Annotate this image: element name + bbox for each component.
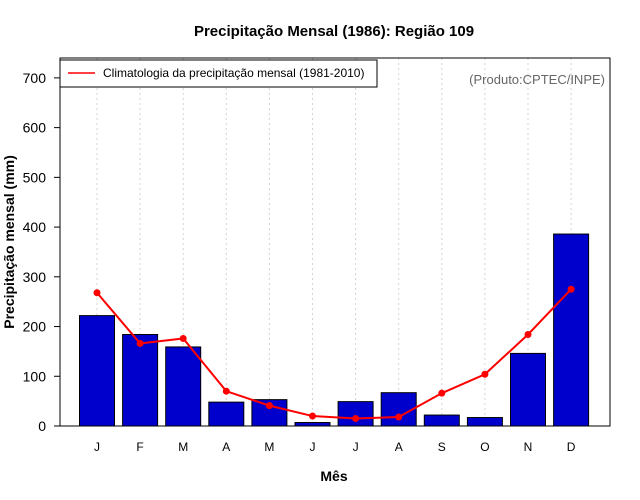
bar-f-2 <box>122 333 159 427</box>
y-tick-label: 100 <box>23 368 47 384</box>
x-axis-title: Mês <box>320 468 347 484</box>
credit-text: (Produto:CPTEC/INPE) <box>469 72 605 87</box>
climatology-point <box>481 370 489 378</box>
y-axis: 0 100 200 300 400 500 600 700 <box>23 70 60 434</box>
y-tick-label: 400 <box>23 219 47 235</box>
climatology-point <box>179 334 187 342</box>
climatology-point <box>93 289 101 297</box>
x-tick-label: D <box>567 440 576 454</box>
x-tick-label: M <box>264 440 274 454</box>
y-tick-label: 300 <box>23 269 47 285</box>
bar-s-9 <box>423 414 460 427</box>
y-tick-label: 600 <box>23 120 47 136</box>
legend: Climatologia da precipitação mensal (198… <box>59 59 378 88</box>
legend-box <box>59 59 378 88</box>
climatology-point <box>524 330 532 338</box>
bars-group <box>79 233 590 427</box>
bar-o-10 <box>466 417 503 427</box>
bar-j-6 <box>294 422 331 427</box>
climatology-line <box>96 288 572 420</box>
x-tick-label: S <box>438 440 446 454</box>
bar-a-4 <box>208 401 245 427</box>
x-tick-label: M <box>178 440 188 454</box>
chart-title: Precipitação Mensal (1986): Região 109 <box>194 23 474 40</box>
x-tick-label: A <box>222 440 230 454</box>
y-tick-label: 500 <box>23 169 47 185</box>
climatology-point <box>222 387 230 395</box>
climatology-point <box>438 389 446 397</box>
x-tick-label: J <box>310 440 316 454</box>
y-axis-title: Precipitação mensal (mm) <box>1 155 17 329</box>
x-tick-label: N <box>524 440 533 454</box>
bar-n-11 <box>510 352 546 427</box>
climatology-point <box>567 285 575 293</box>
x-tick-label: A <box>395 440 403 454</box>
x-tick-label: J <box>94 440 100 454</box>
y-tick-label: 200 <box>23 319 47 335</box>
plot-frame <box>59 57 611 427</box>
climatology-line-group <box>93 285 575 423</box>
x-tick-label: F <box>136 440 143 454</box>
climatology-point <box>136 339 144 347</box>
climatology-point <box>352 415 360 423</box>
climatology-point <box>309 412 316 420</box>
climatology-point <box>265 402 273 410</box>
climatology-point <box>395 413 403 421</box>
x-tick-label: O <box>480 440 489 454</box>
bar-j-7 <box>337 401 374 427</box>
y-tick-label: 700 <box>23 70 47 86</box>
bar-d-12 <box>553 233 590 427</box>
legend-label: Climatologia da precipitação mensal (198… <box>103 66 364 80</box>
bar-m-3 <box>165 346 202 427</box>
y-tick-label: 0 <box>38 418 46 434</box>
x-tick-label: J <box>353 440 359 454</box>
bar-j-1 <box>79 315 115 427</box>
